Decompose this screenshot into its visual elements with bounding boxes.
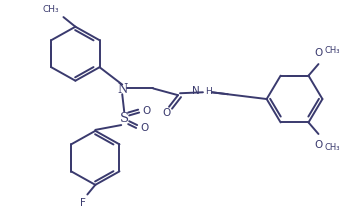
Text: S: S (120, 112, 129, 125)
Text: N: N (192, 86, 200, 96)
Text: O: O (140, 123, 149, 133)
Text: F: F (81, 198, 86, 208)
Text: O: O (142, 106, 150, 116)
Text: H: H (205, 87, 212, 96)
Text: N: N (117, 83, 127, 96)
Text: O: O (162, 109, 170, 118)
Text: CH₃: CH₃ (324, 46, 340, 55)
Text: O: O (314, 48, 323, 58)
Text: O: O (314, 140, 323, 150)
Text: CH₃: CH₃ (43, 5, 59, 14)
Text: CH₃: CH₃ (324, 143, 340, 152)
